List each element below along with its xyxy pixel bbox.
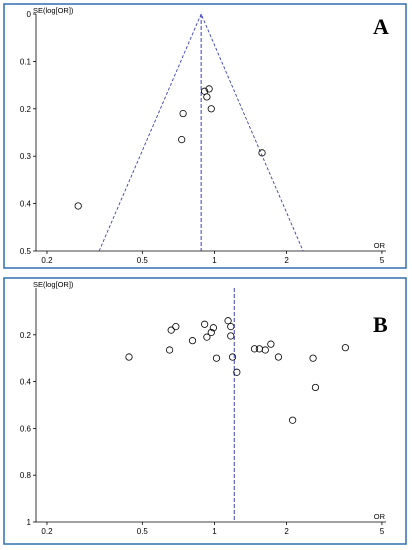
x-tick-label: 0.2 xyxy=(41,256,53,265)
x-tick-label: 0.5 xyxy=(137,527,149,536)
panel-b-plot: 0.2 0.4 0.6 0.8 1 0.2 0.5 1 2 5 SE(log[OR]) OR xyxy=(20,280,386,536)
study-point xyxy=(261,346,269,354)
y-tick-label: 0.1 xyxy=(20,57,32,66)
y-tick-label: 0.2 xyxy=(20,105,32,114)
y-tick-label: 0.3 xyxy=(20,152,32,161)
study-point xyxy=(205,85,213,93)
study-point xyxy=(212,354,221,362)
panel-a-frame xyxy=(3,3,407,269)
x-tick-label: 2 xyxy=(284,527,289,536)
study-point xyxy=(227,323,235,331)
study-point xyxy=(224,317,232,325)
x-tick-label: 5 xyxy=(380,256,385,265)
study-point xyxy=(228,353,237,361)
panel-b-label: B xyxy=(373,312,388,337)
study-point xyxy=(166,346,174,354)
study-point xyxy=(250,345,259,353)
study-point xyxy=(201,320,209,328)
study-point xyxy=(167,326,175,334)
x-axis-label: OR xyxy=(374,241,386,250)
study-point xyxy=(125,353,133,361)
study-point xyxy=(309,354,317,362)
study-point xyxy=(203,333,211,341)
x-axis-label: OR xyxy=(374,512,386,521)
panel-b: B 0.2 0.4 0.6 0.8 1 0.2 0.5 1 2 5 SE(log[OR]) OR xyxy=(3,277,407,545)
panel-b-frame xyxy=(3,277,407,545)
study-point xyxy=(179,109,187,118)
x-tick-label: 0.2 xyxy=(41,527,53,536)
y-tick-label: 0.4 xyxy=(20,378,32,387)
study-point xyxy=(203,93,211,101)
study-point xyxy=(207,105,215,113)
study-point xyxy=(274,353,283,361)
panel-a-label: A xyxy=(373,14,389,39)
x-tick-label: 2 xyxy=(284,256,289,265)
study-point xyxy=(74,202,82,210)
study-point xyxy=(172,323,180,331)
study-point xyxy=(289,416,297,424)
x-tick-label: 1 xyxy=(212,527,217,536)
study-point xyxy=(233,368,241,376)
panel-a-plot: 0 0.1 0.2 0.3 0.4 0.5 0.2 0.5 1 2 5 SE(log[OR]) OR xyxy=(20,6,386,265)
study-point xyxy=(178,136,186,144)
y-axis-label: SE(log[OR]) xyxy=(33,6,74,15)
y-tick-label: 0.6 xyxy=(20,424,32,433)
y-axis-label: SE(log[OR]) xyxy=(33,280,74,289)
confidence-funnel xyxy=(98,12,304,252)
study-point xyxy=(258,149,266,157)
y-tick-label: 0 xyxy=(27,10,32,19)
study-point xyxy=(311,383,320,392)
study-point xyxy=(188,337,197,345)
y-tick-label: 0.5 xyxy=(20,247,32,256)
y-tick-label: 0.2 xyxy=(20,331,32,340)
study-point xyxy=(227,332,235,340)
study-point xyxy=(341,344,349,352)
study-point xyxy=(209,324,217,332)
y-tick-label: 0.8 xyxy=(20,471,32,480)
study-point xyxy=(207,328,215,337)
panel-a: A 0 0.1 0.2 0.3 0.4 0.5 0.2 0.5 1 2 5 SE(log[OR]) OR xyxy=(3,3,407,269)
x-tick-label: 0.5 xyxy=(137,256,149,265)
study-point xyxy=(267,340,275,348)
y-tick-label: 1 xyxy=(27,518,32,527)
x-tick-label: 5 xyxy=(380,527,385,536)
y-tick-label: 0.4 xyxy=(20,200,32,209)
x-tick-label: 1 xyxy=(212,256,217,265)
